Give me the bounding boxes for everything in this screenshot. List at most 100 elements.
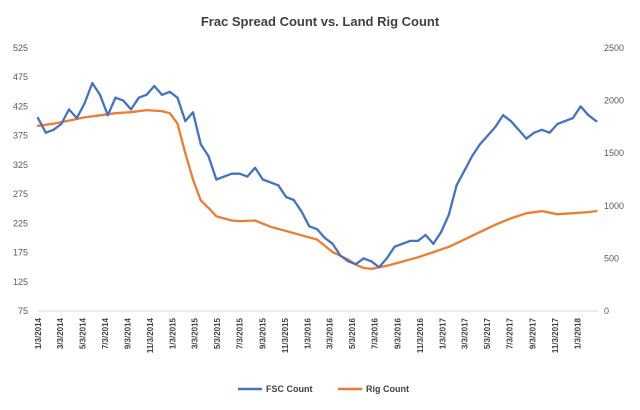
- data-point: [160, 110, 164, 113]
- data-point: [362, 257, 365, 260]
- data-point: [223, 175, 226, 178]
- x-tick-label: 9/3/2014: [124, 317, 133, 349]
- data-point: [168, 90, 171, 93]
- data-point: [385, 257, 388, 260]
- x-tick-label: 7/3/2017: [505, 317, 514, 349]
- x-tick-label: 3/3/2016: [326, 317, 335, 349]
- series-lines: [36, 81, 598, 271]
- data-point: [556, 213, 559, 216]
- data-point: [129, 111, 133, 114]
- data-point: [60, 122, 63, 126]
- data-point: [160, 93, 164, 96]
- data-point: [261, 178, 264, 181]
- x-axis-ticks: 1/3/2014 3/3/2014 5/3/2014 7/3/2014 9/3/2014…: [34, 317, 582, 353]
- data-point: [176, 122, 179, 125]
- data-point: [463, 169, 466, 172]
- data-point: [98, 114, 102, 117]
- x-tick-label: 5/3/2014: [78, 317, 87, 349]
- y-tick-label: 525: [13, 43, 28, 53]
- y2-tick-label: 2000: [604, 96, 624, 106]
- data-point: [300, 210, 303, 213]
- x-tick-label: 1/3/2014: [34, 317, 43, 349]
- x-tick-label: 11/3/2015: [281, 317, 290, 353]
- data-point: [36, 117, 40, 120]
- data-point: [540, 210, 544, 213]
- y2-tick-label: 0: [604, 306, 609, 316]
- data-point: [432, 242, 435, 245]
- x-tick-label: 7/3/2016: [371, 317, 380, 349]
- y2-tick-label: 500: [604, 253, 619, 263]
- data-point: [316, 238, 319, 241]
- data-point: [347, 260, 350, 263]
- x-tick-label: 3/3/2017: [460, 317, 469, 349]
- x-tick-label: 5/3/2015: [213, 317, 222, 349]
- data-point: [191, 178, 195, 181]
- data-point: [370, 267, 373, 270]
- data-point: [595, 210, 598, 213]
- data-point: [67, 108, 71, 111]
- data-point: [98, 93, 102, 96]
- data-point: [52, 122, 55, 125]
- data-point: [548, 131, 551, 134]
- data-point: [129, 108, 133, 111]
- data-point: [564, 120, 567, 123]
- rig-count-line: [36, 108, 598, 271]
- x-tick-label: 1/3/2018: [573, 317, 582, 349]
- data-point: [471, 155, 474, 158]
- data-point: [75, 117, 78, 120]
- data-point: [285, 195, 288, 199]
- data-point: [478, 231, 481, 234]
- data-point: [370, 260, 373, 263]
- data-point: [83, 102, 86, 105]
- data-point: [52, 128, 55, 131]
- data-point: [215, 178, 218, 181]
- data-point: [191, 111, 195, 114]
- data-point: [339, 254, 342, 257]
- y2-tick-label: 2500: [604, 43, 624, 53]
- data-point: [199, 143, 202, 146]
- data-point: [432, 251, 435, 254]
- data-point: [44, 131, 47, 134]
- data-point: [331, 251, 334, 254]
- data-point: [277, 184, 280, 187]
- data-point: [486, 134, 489, 137]
- data-point: [494, 223, 497, 226]
- data-point: [145, 109, 148, 112]
- y-tick-label: 425: [13, 101, 28, 111]
- data-point: [114, 96, 117, 99]
- data-point: [494, 125, 497, 128]
- data-point: [463, 238, 466, 241]
- data-point: [587, 211, 590, 214]
- data-point: [176, 96, 179, 99]
- x-tick-label: 11/3/2016: [416, 317, 425, 353]
- data-point: [153, 84, 156, 88]
- legend: FSC Count Rig Count: [238, 384, 409, 394]
- data-point: [199, 199, 202, 202]
- data-point: [509, 120, 512, 123]
- data-point: [184, 120, 187, 123]
- y-tick-label: 175: [13, 248, 28, 258]
- y-tick-label: 225: [13, 218, 28, 228]
- data-point: [285, 229, 288, 233]
- data-point: [83, 116, 86, 119]
- data-point: [540, 128, 544, 131]
- data-point: [579, 105, 582, 108]
- data-point: [292, 198, 295, 202]
- x-tick-label: 9/3/2017: [528, 317, 537, 349]
- x-tick-label: 1/3/2015: [169, 317, 178, 349]
- data-point: [323, 236, 326, 239]
- data-point: [385, 264, 388, 267]
- y-tick-label: 475: [13, 72, 28, 82]
- data-point: [122, 99, 125, 102]
- data-point: [308, 225, 311, 228]
- data-point: [254, 219, 257, 222]
- data-point: [269, 181, 272, 184]
- data-point: [440, 231, 443, 234]
- data-point: [587, 114, 590, 117]
- data-point: [91, 82, 94, 85]
- x-tick-label: 3/3/2014: [56, 317, 65, 349]
- data-point: [517, 128, 520, 131]
- data-point: [238, 172, 241, 175]
- data-point: [269, 225, 272, 228]
